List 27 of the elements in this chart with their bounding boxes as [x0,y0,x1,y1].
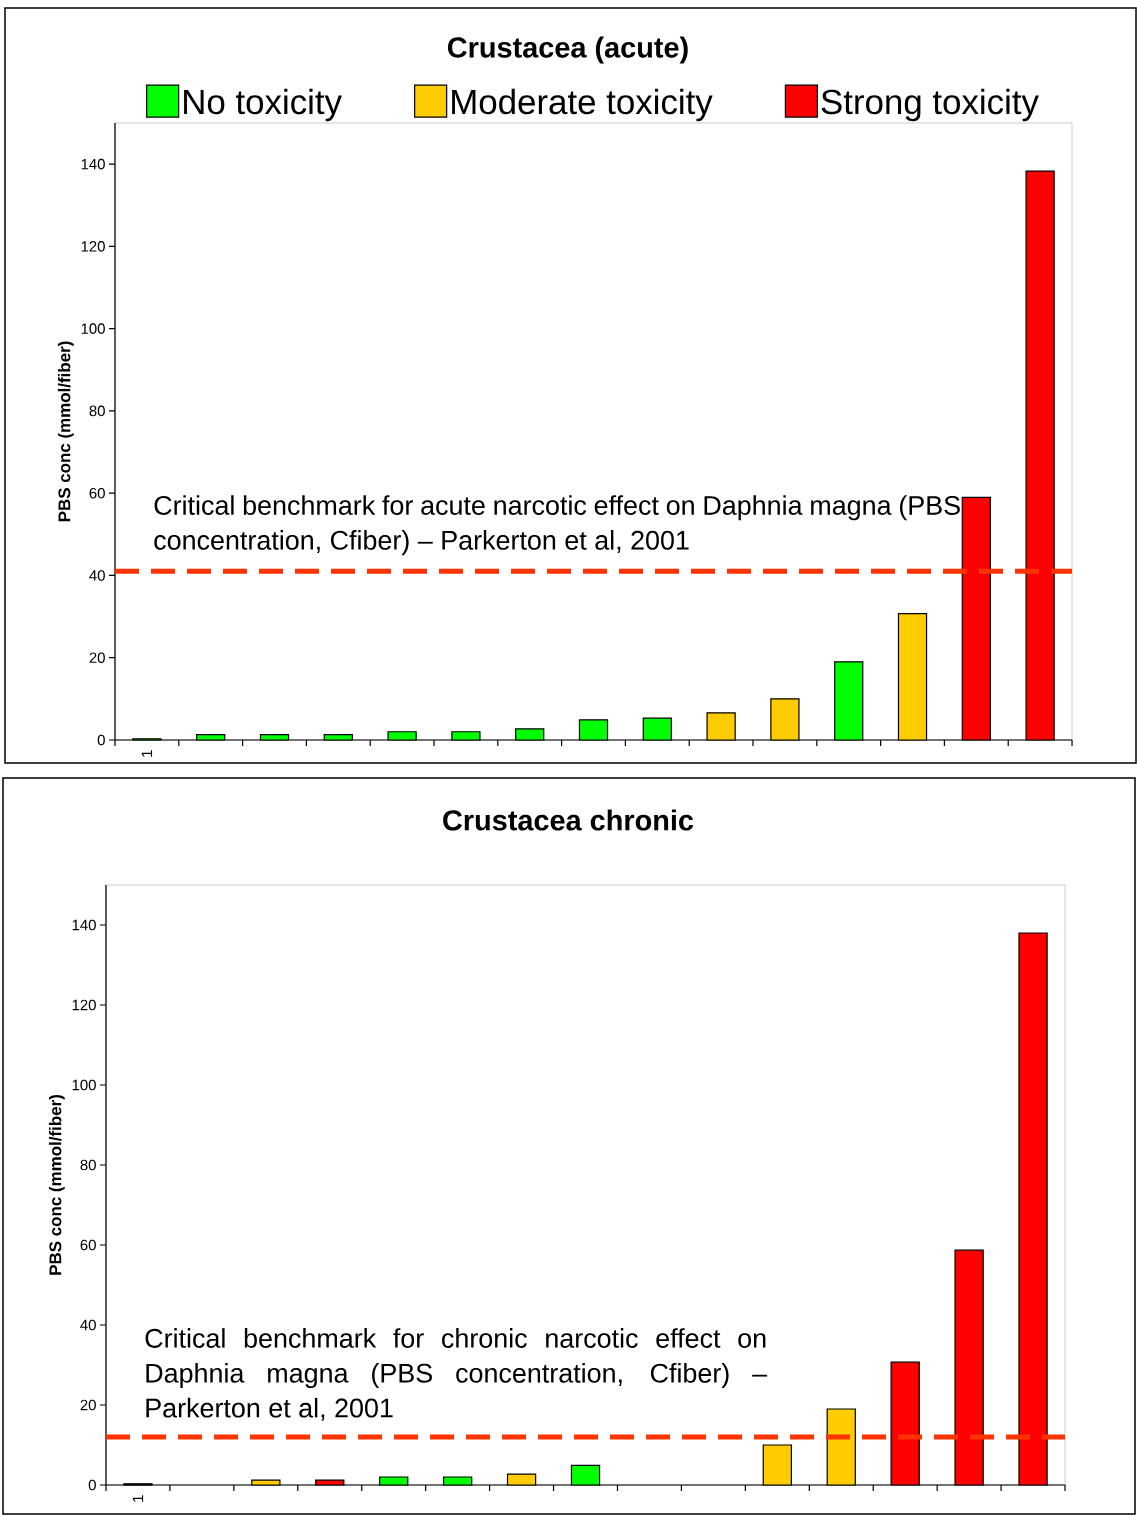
y-tick-label: 60 [80,1239,96,1251]
y-tick-label: 100 [72,1079,96,1091]
y-tick-label: 40 [89,570,105,581]
y-tick-label: 80 [89,405,105,417]
y-tick-label: 120 [81,241,105,252]
x-tick-label: 1 [141,750,153,757]
ref-line-label: Critical benchmark for acute narcotic effect on Daphnia magna (PBS concentration, Cfiber) – Parkerton et al, 2001 [154,495,960,556]
legend-label: Moderate toxicity [452,88,713,122]
chart-title: Crustacea chronic [443,809,694,831]
y-tick-label: 140 [81,158,105,170]
y-tick-label: 0 [97,734,105,746]
y-tick-label: 60 [89,487,105,499]
y-axis-title: PBS conc (mmol/fiber) [57,341,74,522]
y-tick-label: 100 [81,323,105,334]
ref-line-label: Critical benchmark for chronic narcotic effect on Daphnia magna (PBS concentration, Cfiber) – Parkerton et al, 2001 [145,1328,768,1421]
y-tick-label: 40 [80,1319,96,1331]
y-axis-title: PBS conc (mmol/fiber) [48,1095,65,1275]
y-tick-label: 140 [72,919,96,931]
x-tick-label: 1 [132,1495,144,1502]
y-tick-label: 20 [89,652,105,663]
y-tick-label: 20 [80,1399,96,1411]
y-tick-label: 120 [72,999,96,1011]
legend-label: Strong toxicity [821,88,1039,122]
y-tick-label: 0 [88,1479,96,1491]
legend-label: No toxicity [184,88,342,122]
chart-title: Crustacea (acute) [447,36,688,64]
y-tick-label: 80 [80,1159,96,1171]
